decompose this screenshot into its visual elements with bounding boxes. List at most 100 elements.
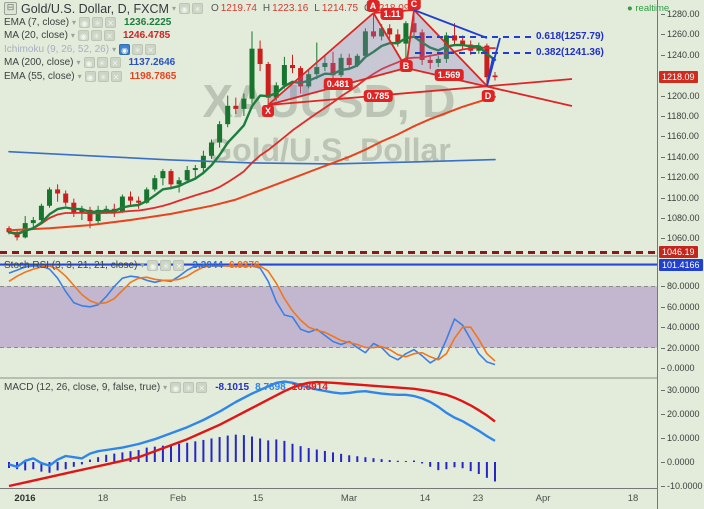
alert-price-label: 1046.19 (659, 246, 698, 259)
price-tick: 1180.00 (661, 111, 699, 121)
close-icon[interactable]: ✕ (145, 43, 157, 55)
gear-icon[interactable]: ✳ (96, 57, 108, 69)
close-icon[interactable]: ✕ (105, 16, 117, 28)
ohlc-value: 1219.74 (220, 3, 257, 15)
xabcd-pattern (267, 9, 573, 107)
price-tick: 1200.00 (661, 91, 700, 101)
pattern-point-label-1.569[interactable]: 1.569 (434, 69, 464, 81)
legend-row-stoch: Stoch RSI (3, 3, 21, 21, close) ▾ ◉ ✳ ✕ 3.304… (4, 259, 260, 273)
price-tick: 1080.00 (661, 213, 700, 223)
indicator-name[interactable]: MACD (12, 26, close, 9, false, true) (4, 382, 161, 394)
chevron-down-icon: ▾ (72, 17, 77, 27)
ohlc-value: 1214.75 (321, 3, 359, 15)
close-icon[interactable]: ✕ (109, 57, 121, 69)
realtime-dot-icon: ● (627, 3, 633, 14)
gear-icon[interactable]: ✳ (90, 30, 102, 42)
symbol-title[interactable]: Gold/U.S. Dollar, D, FXCM (21, 1, 169, 16)
chevron-down-icon: ▾ (171, 4, 176, 14)
close-icon[interactable]: ✕ (110, 70, 122, 82)
indicator-value: 6.9376 (229, 260, 260, 272)
ohlc-key: L (314, 3, 320, 15)
time-axis[interactable]: 2016 18 Feb 15 Mar 14 23 Apr 18 (0, 489, 657, 509)
gear-icon[interactable]: ✳ (183, 382, 195, 394)
time-tick: Mar (340, 493, 358, 504)
chart-legend: ⊟ Gold/U.S. Dollar, D, FXCM ▾ ◉ ✳ O 1219.74 H 12… (4, 2, 409, 83)
price-tick: 1060.00 (661, 233, 700, 243)
eye-icon[interactable]: ◉ (170, 382, 182, 394)
pattern-point-label-1.11[interactable]: 1.11 (380, 8, 404, 20)
gear-icon[interactable]: ✳ (97, 70, 109, 82)
pattern-point-label-B[interactable]: B (399, 60, 413, 72)
indicator-name[interactable]: MA (20, close) (4, 30, 68, 42)
macd-tick: 0.0000 (661, 457, 695, 467)
indicator-value: 1137.2646 (128, 57, 176, 69)
eye-icon[interactable]: ◉ (79, 16, 91, 28)
indicator-row-ma20: MA (20, close) ▾ ◉ ✳ ✕ 1246.4785 (4, 29, 409, 43)
eye-icon[interactable]: ◉ (119, 43, 131, 55)
close-icon[interactable]: ✕ (196, 382, 208, 394)
indicator-row-ma200: MA (200, close) ▾ ◉ ✳ ✕ 1137.2646 (4, 56, 409, 70)
time-tick: Apr (535, 493, 551, 504)
macd-tick: -10.0000 (661, 481, 703, 491)
eye-icon[interactable]: ◉ (147, 260, 159, 272)
indicator-value: 1236.2225 (124, 16, 172, 28)
macd-plot (8, 380, 496, 488)
time-tick: 18 (97, 493, 109, 504)
eye-icon[interactable]: ◉ (83, 57, 95, 69)
indicator-name[interactable]: EMA (7, close) (4, 16, 70, 28)
pattern-point-label-C[interactable]: C (407, 0, 421, 10)
gear-icon[interactable]: ✳ (92, 16, 104, 28)
indicator-name[interactable]: Stoch RSI (3, 3, 21, 21, close) (4, 260, 138, 272)
time-tick: 18 (627, 493, 639, 504)
indicator-row-ichimoku: Ichimoku (9, 26, 52, 26) ▾ ◉ ✳ ✕ (4, 43, 409, 57)
ohlc-key: O (210, 3, 219, 15)
pattern-point-label-0.785[interactable]: 0.785 (363, 90, 393, 102)
price-tick: 1260.00 (661, 29, 700, 39)
ohlc-key: H (262, 3, 271, 15)
macd-tick: 30.0000 (661, 385, 700, 395)
ema55-line (8, 95, 496, 232)
indicator-name[interactable]: Ichimoku (9, 26, 52, 26) (4, 43, 110, 55)
indicator-row-ema7: EMA (7, close) ▾ ◉ ✳ ✕ 1236.2225 (4, 16, 409, 30)
gear-icon[interactable]: ✳ (160, 260, 172, 272)
symbol-row: ⊟ Gold/U.S. Dollar, D, FXCM ▾ ◉ ✳ O 1219.74 H 12… (4, 2, 409, 16)
indicator-value: 16.8914 (291, 382, 328, 394)
eye-icon[interactable]: ◉ (178, 3, 190, 15)
macd-tick: 20.0000 (661, 409, 700, 419)
main-chart-canvas[interactable] (0, 0, 658, 509)
stoch-rsi-legend: Stoch RSI (3, 3, 21, 21, close) ▾ ◉ ✳ ✕ 3.304… (4, 259, 260, 273)
pattern-point-label-A[interactable]: A (366, 0, 380, 12)
time-tick: 15 (252, 493, 264, 504)
stoch-tick: 40.0000 (661, 322, 700, 332)
gear-icon[interactable]: ✳ (132, 43, 144, 55)
eye-icon[interactable]: ◉ (77, 30, 89, 42)
ma20-line (8, 46, 496, 236)
indicator-row-ema55: EMA (55, close) ▾ ◉ ✳ ✕ 1198.7865 (4, 70, 409, 84)
stoch-tick: 80.0000 (661, 281, 700, 291)
pattern-point-label-D[interactable]: D (481, 90, 495, 102)
eye-icon[interactable]: ◉ (84, 70, 96, 82)
collapse-icon[interactable]: ⊟ (4, 2, 17, 16)
realtime-badge: ● realtime (627, 3, 669, 14)
indicator-value: 1246.4785 (122, 30, 171, 42)
indicator-value: 8.7898 (255, 382, 286, 394)
indicator-name[interactable]: EMA (55, close) (4, 70, 75, 82)
macd-tick: 10.0000 (661, 433, 700, 443)
macd-legend: MACD (12, 26, close, 9, false, true) ▾ ◉ ✳ ✕… (4, 381, 328, 395)
pattern-point-label-X[interactable]: X (261, 105, 275, 117)
projection-drawing (413, 9, 531, 87)
stoch-tick: 60.0000 (661, 302, 700, 312)
stoch-rsi-plot (0, 263, 657, 366)
price-tick: 1100.00 (661, 193, 699, 203)
close-icon[interactable]: ✕ (173, 260, 185, 272)
indicator-value: 3.3044 (192, 260, 224, 272)
stoch-tick: 20.0000 (661, 343, 700, 353)
indicator-name[interactable]: MA (200, close) (4, 57, 74, 69)
realtime-label: realtime (635, 3, 670, 14)
gear-icon[interactable]: ✳ (191, 3, 203, 15)
close-icon[interactable]: ✕ (103, 30, 115, 42)
price-axis[interactable]: 1280.00 1260.00 1240.00 1200.00 1180.00 1160.… (657, 0, 704, 509)
pattern-point-label-0.481[interactable]: 0.481 (323, 78, 353, 90)
time-tick: Feb (169, 493, 187, 504)
indicator-value: 1198.7865 (129, 70, 177, 82)
